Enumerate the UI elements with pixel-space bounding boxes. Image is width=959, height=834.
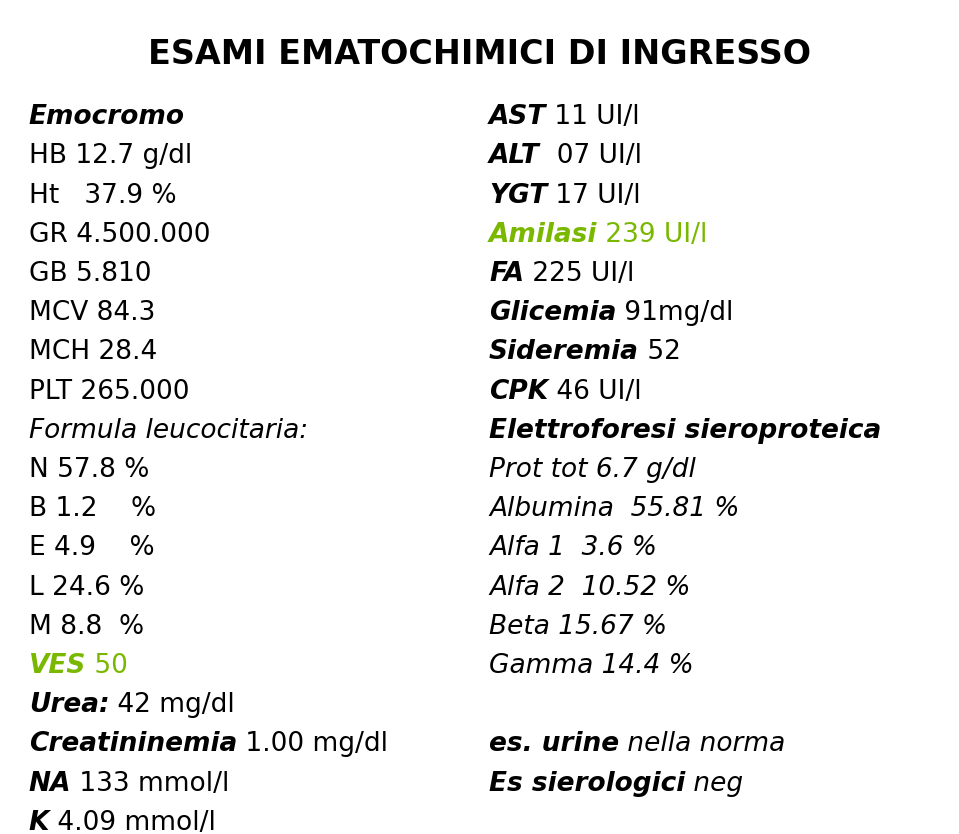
Text: Glicemia: Glicemia (489, 300, 617, 326)
Text: Albumina  55.81 %: Albumina 55.81 % (489, 496, 739, 522)
Text: E 4.9    %: E 4.9 % (29, 535, 154, 561)
Text: Es sierologici: Es sierologici (489, 771, 686, 796)
Text: CPK: CPK (489, 379, 549, 404)
Text: 225 UI/l: 225 UI/l (524, 261, 635, 287)
Text: Formula leucocitaria:: Formula leucocitaria: (29, 418, 308, 444)
Text: 239 UI/l: 239 UI/l (597, 222, 708, 248)
Text: 133 mmol/l: 133 mmol/l (71, 771, 229, 796)
Text: Gamma 14.4 %: Gamma 14.4 % (489, 653, 693, 679)
Text: B 1.2    %: B 1.2 % (29, 496, 156, 522)
Text: Ht   37.9 %: Ht 37.9 % (29, 183, 176, 208)
Text: Alfa 2  10.52 %: Alfa 2 10.52 % (489, 575, 690, 600)
Text: FA: FA (489, 261, 524, 287)
Text: PLT 265.000: PLT 265.000 (29, 379, 189, 404)
Text: 52: 52 (639, 339, 681, 365)
Text: MCV 84.3: MCV 84.3 (29, 300, 155, 326)
Text: 4.09 mmol/l: 4.09 mmol/l (49, 810, 216, 834)
Text: Beta 15.67 %: Beta 15.67 % (489, 614, 667, 640)
Text: MCH 28.4: MCH 28.4 (29, 339, 157, 365)
Text: 17 UI/l: 17 UI/l (548, 183, 641, 208)
Text: Urea:: Urea: (29, 692, 109, 718)
Text: 50: 50 (86, 653, 128, 679)
Text: Creatininemia: Creatininemia (29, 731, 237, 757)
Text: es. urine: es. urine (489, 731, 620, 757)
Text: Amilasi: Amilasi (489, 222, 597, 248)
Text: HB 12.7 g/dl: HB 12.7 g/dl (29, 143, 192, 169)
Text: Elettroforesi sieroproteica: Elettroforesi sieroproteica (489, 418, 881, 444)
Text: ESAMI EMATOCHIMICI DI INGRESSO: ESAMI EMATOCHIMICI DI INGRESSO (148, 38, 811, 71)
Text: ALT: ALT (489, 143, 540, 169)
Text: GB 5.810: GB 5.810 (29, 261, 152, 287)
Text: Alfa 1  3.6 %: Alfa 1 3.6 % (489, 535, 657, 561)
Text: neg: neg (686, 771, 743, 796)
Text: Emocromo: Emocromo (29, 104, 185, 130)
Text: 91mg/dl: 91mg/dl (617, 300, 734, 326)
Text: 11 UI/l: 11 UI/l (547, 104, 640, 130)
Text: 46 UI/l: 46 UI/l (549, 379, 642, 404)
Text: NA: NA (29, 771, 71, 796)
Text: Sideremia: Sideremia (489, 339, 639, 365)
Text: GR 4.500.000: GR 4.500.000 (29, 222, 210, 248)
Text: 07 UI/l: 07 UI/l (540, 143, 642, 169)
Text: Prot tot 6.7 g/dl: Prot tot 6.7 g/dl (489, 457, 696, 483)
Text: N 57.8 %: N 57.8 % (29, 457, 150, 483)
Text: 1.00 mg/dl: 1.00 mg/dl (237, 731, 388, 757)
Text: L 24.6 %: L 24.6 % (29, 575, 144, 600)
Text: K: K (29, 810, 49, 834)
Text: AST: AST (489, 104, 547, 130)
Text: M 8.8  %: M 8.8 % (29, 614, 144, 640)
Text: nella norma: nella norma (620, 731, 785, 757)
Text: YGT: YGT (489, 183, 548, 208)
Text: VES: VES (29, 653, 86, 679)
Text: 42 mg/dl: 42 mg/dl (109, 692, 235, 718)
